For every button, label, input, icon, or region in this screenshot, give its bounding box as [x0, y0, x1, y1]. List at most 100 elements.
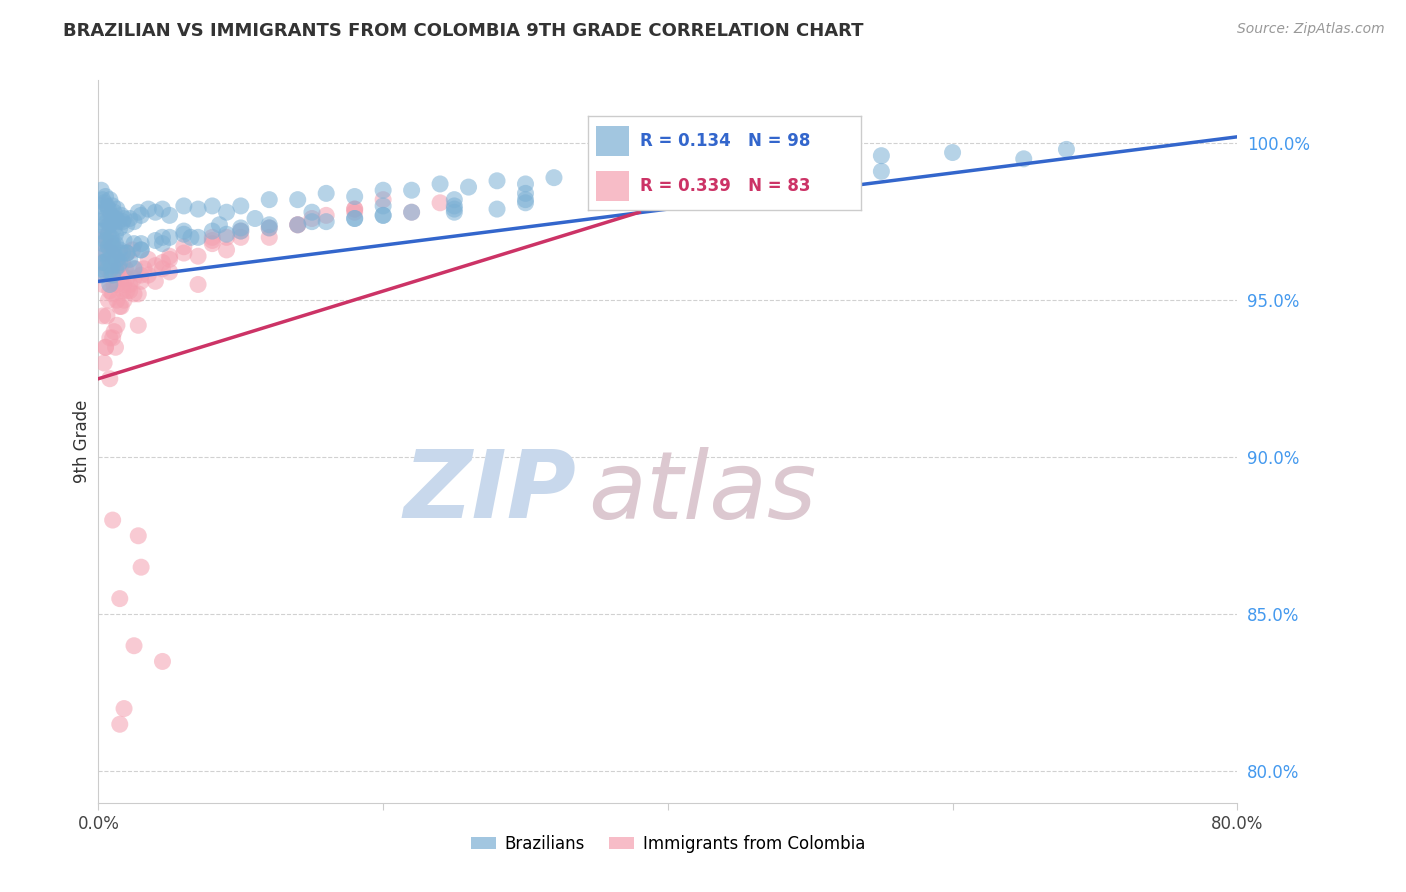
- Point: [315, 208, 337, 222]
- Legend: Brazilians, Immigrants from Colombia: Brazilians, Immigrants from Colombia: [464, 828, 872, 860]
- Point: [105, 277, 128, 292]
- Point: [104, 211, 127, 226]
- Point: [108, 255, 131, 269]
- Point: [259, 193, 281, 207]
- Point: [112, 234, 135, 248]
- Point: [115, 246, 138, 260]
- Point: [287, 218, 309, 232]
- Point: [100, 230, 122, 244]
- Point: [173, 240, 195, 254]
- Point: [98, 193, 121, 207]
- Point: [685, 158, 707, 172]
- Point: [585, 189, 607, 203]
- Point: [136, 202, 159, 216]
- Point: [101, 240, 124, 254]
- Point: [287, 218, 309, 232]
- Point: [401, 183, 423, 197]
- Point: [628, 186, 651, 201]
- Point: [104, 340, 127, 354]
- Point: [628, 161, 651, 176]
- Point: [371, 199, 394, 213]
- Point: [173, 224, 195, 238]
- Point: [122, 236, 145, 251]
- Point: [201, 199, 224, 213]
- Point: [343, 211, 366, 226]
- Point: [100, 268, 122, 282]
- Point: [371, 208, 394, 222]
- Point: [112, 293, 135, 308]
- Point: [108, 246, 131, 260]
- Point: [628, 180, 651, 194]
- Point: [93, 255, 115, 269]
- Point: [94, 189, 117, 203]
- Point: [243, 211, 266, 226]
- Point: [93, 246, 115, 260]
- Point: [600, 186, 623, 201]
- Point: [343, 202, 366, 216]
- Point: [101, 331, 124, 345]
- Point: [229, 221, 252, 235]
- Point: [173, 227, 195, 242]
- Point: [103, 221, 125, 235]
- Point: [108, 717, 131, 731]
- Point: [101, 513, 124, 527]
- Point: [443, 202, 465, 216]
- Point: [208, 218, 231, 232]
- Point: [371, 183, 394, 197]
- Point: [343, 211, 366, 226]
- Point: [229, 199, 252, 213]
- Point: [129, 274, 152, 288]
- Text: ZIP: ZIP: [404, 446, 576, 538]
- Point: [115, 218, 138, 232]
- Point: [110, 271, 132, 285]
- Point: [657, 183, 679, 197]
- Point: [728, 155, 751, 169]
- Point: [132, 261, 155, 276]
- Point: [101, 259, 124, 273]
- Point: [103, 205, 125, 219]
- Point: [543, 170, 565, 185]
- Point: [201, 230, 224, 244]
- Point: [101, 286, 124, 301]
- Point: [110, 208, 132, 222]
- Point: [112, 211, 135, 226]
- Point: [115, 246, 138, 260]
- Point: [152, 655, 174, 669]
- Point: [122, 261, 145, 276]
- Point: [100, 261, 122, 276]
- Point: [180, 230, 202, 244]
- Point: [486, 202, 509, 216]
- Point: [173, 246, 195, 260]
- Point: [515, 177, 537, 191]
- Text: Source: ZipAtlas.com: Source: ZipAtlas.com: [1237, 22, 1385, 37]
- Point: [728, 174, 751, 188]
- Point: [515, 193, 537, 207]
- Point: [96, 199, 118, 213]
- Point: [173, 199, 195, 213]
- Point: [90, 268, 112, 282]
- Point: [114, 261, 136, 276]
- Point: [111, 246, 134, 260]
- Point: [287, 218, 309, 232]
- Point: [127, 529, 149, 543]
- Point: [91, 261, 114, 276]
- Point: [129, 236, 152, 251]
- Point: [145, 259, 167, 273]
- Point: [870, 164, 893, 178]
- Point: [443, 199, 465, 213]
- Point: [122, 639, 145, 653]
- Point: [98, 372, 121, 386]
- Point: [115, 271, 138, 285]
- Point: [91, 309, 114, 323]
- Point: [107, 261, 129, 276]
- Point: [343, 205, 366, 219]
- Point: [100, 236, 122, 251]
- Point: [215, 205, 238, 219]
- Point: [515, 186, 537, 201]
- Point: [91, 236, 114, 251]
- Point: [118, 284, 141, 298]
- Point: [229, 224, 252, 238]
- Point: [343, 202, 366, 216]
- Point: [145, 205, 167, 219]
- Point: [91, 193, 114, 207]
